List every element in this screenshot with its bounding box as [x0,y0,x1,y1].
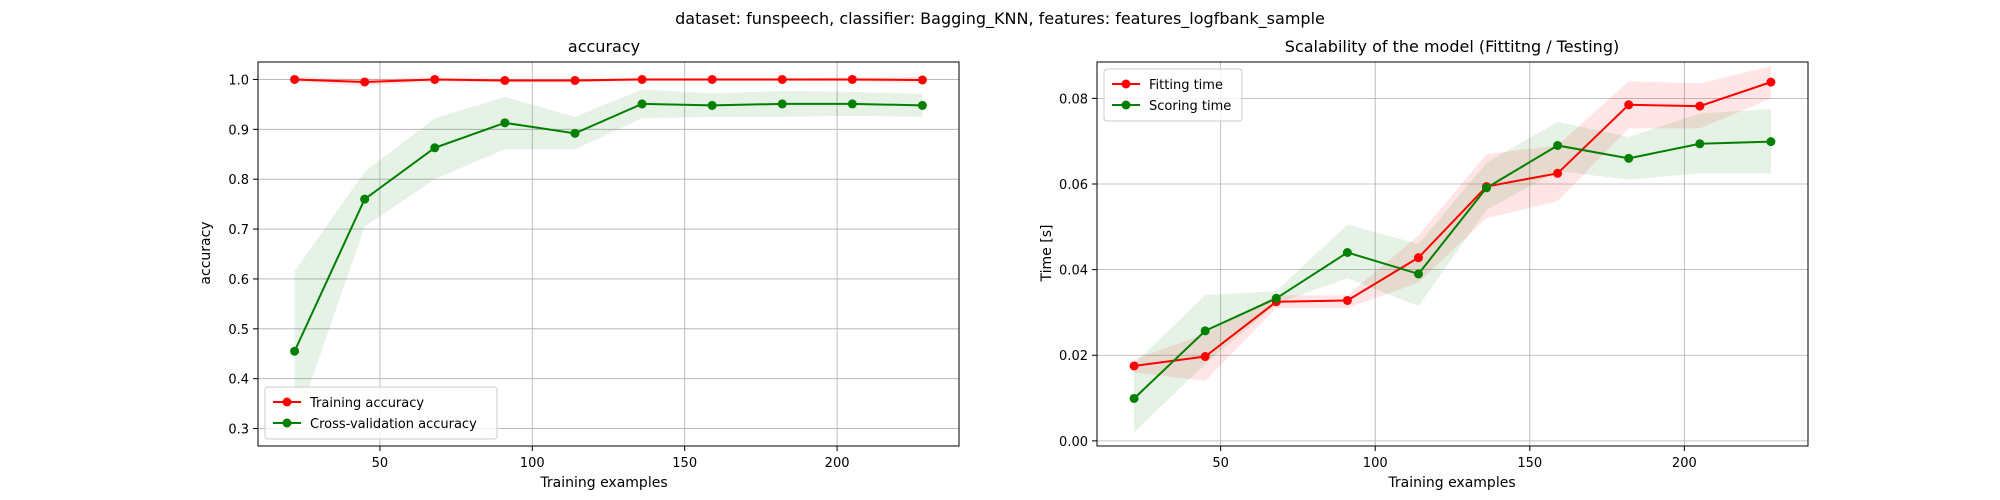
scalability-series-0-point [1695,101,1705,111]
scalability-series-1-point [1482,183,1492,193]
accuracy-series-1-point [777,99,787,109]
scalability-series-0-point [1553,168,1563,178]
accuracy-series-1-point [500,118,510,128]
scalability-series-1-point [1200,326,1210,336]
scalability-plot-frame [1096,61,1809,447]
scalability-series-1-point [1553,140,1563,150]
accuracy-panel-ylabel: accuracy [198,221,214,284]
scalability-x-tick-label: 150 [1517,456,1542,471]
accuracy-series-1-point [360,194,370,204]
scalability-series-0-point [1200,352,1210,362]
scalability-panel: Scalability of the model (Fittitng / Tes… [1039,37,1809,491]
scalability-series-1-point [1766,137,1776,147]
accuracy-legend-marker-0 [282,397,292,407]
accuracy-x-tick-label: 200 [825,456,850,471]
scalability-series-1-point [1413,269,1423,279]
accuracy-x-tick-label: 50 [372,456,389,471]
scalability-series-1-point [1342,248,1352,258]
scalability-x-tick-label: 100 [1363,456,1388,471]
accuracy-x-tick-label: 100 [520,456,545,471]
scalability-panel-ylabel: Time [s] [1039,225,1055,283]
scalability-band-1 [1134,109,1771,433]
accuracy-series-1-point [917,100,927,110]
accuracy-legend-label-0: Training accuracy [309,396,424,411]
accuracy-plot-frame [257,61,960,447]
scalability-legend-label-1: Scoring time [1149,99,1231,114]
accuracy-band-1 [294,89,923,429]
scalability-series-0-point [1766,77,1776,87]
accuracy-y-tick-label: 0.5 [228,323,249,338]
accuracy-series-0-point [430,74,440,84]
accuracy-series-0-point [360,77,370,87]
accuracy-y-tick-label: 0.9 [228,123,249,138]
accuracy-series-0-point [777,74,787,84]
accuracy-y-tick-label: 0.3 [228,423,249,438]
accuracy-y-tick-label: 0.7 [228,223,249,238]
scalability-series-1-point [1624,153,1634,163]
accuracy-y-tick-label: 1.0 [228,73,249,88]
scalability-y-tick-label: 0.00 [1059,435,1088,450]
accuracy-series-1-point [570,128,580,138]
accuracy-x-tick-label: 150 [672,456,697,471]
scalability-legend-label-0: Fitting time [1149,78,1223,93]
accuracy-legend-label-1: Cross-validation accuracy [310,417,477,432]
accuracy-series-1-point [847,99,857,109]
scalability-legend-marker-0 [1121,79,1131,89]
scalability-series-0-point [1129,361,1139,371]
accuracy-series-0-point [847,74,857,84]
accuracy-panel-xlabel: Training examples [539,475,667,491]
scalability-x-tick-label: 200 [1672,456,1697,471]
scalability-y-tick-label: 0.02 [1059,349,1088,364]
accuracy-series-1-point [637,99,647,109]
scalability-series-0-point [1624,100,1634,110]
figure-suptitle: dataset: funspeech, classifier: Bagging_… [675,9,1325,29]
accuracy-y-tick-label: 0.6 [228,273,249,288]
scalability-series-1-point [1271,293,1281,303]
accuracy-series-1-point [430,143,440,153]
scalability-series-0-point [1342,295,1352,305]
scalability-panel-xlabel: Training examples [1387,475,1515,491]
accuracy-series-0-point [637,74,647,84]
scalability-series-1-point [1695,139,1705,149]
accuracy-y-tick-label: 0.4 [228,373,249,388]
accuracy-series-0-point [570,75,580,85]
accuracy-legend [264,386,498,440]
scalability-legend-marker-1 [1121,100,1131,110]
accuracy-y-tick-label: 0.8 [228,173,249,188]
scalability-series-line-1 [1133,140,1771,400]
scalability-series-line-0 [1133,81,1772,367]
accuracy-panel-title: accuracy [568,37,640,56]
accuracy-series-0-point [707,74,717,84]
accuracy-series-1-point [290,346,300,356]
accuracy-series-0-point [290,74,300,84]
scalability-series-1-point [1129,393,1139,403]
accuracy-series-0-point [500,75,510,85]
scalability-legend [1103,68,1243,122]
scalability-y-tick-label: 0.08 [1059,92,1088,107]
scalability-y-tick-label: 0.06 [1059,178,1088,193]
accuracy-legend-marker-1 [282,418,292,428]
accuracy-series-line-0 [294,78,923,83]
accuracy-panel: accuracy Training examples accuracy 50 10… [198,37,960,491]
accuracy-series-0-point [917,75,927,85]
accuracy-series-line-1 [293,102,923,352]
scalability-x-tick-label: 50 [1212,456,1229,471]
scalability-panel-title: Scalability of the model (Fittitng / Tes… [1285,37,1619,56]
accuracy-series-1-point [707,100,717,110]
scalability-series-0-point [1413,253,1423,263]
scalability-y-tick-label: 0.04 [1059,264,1088,279]
